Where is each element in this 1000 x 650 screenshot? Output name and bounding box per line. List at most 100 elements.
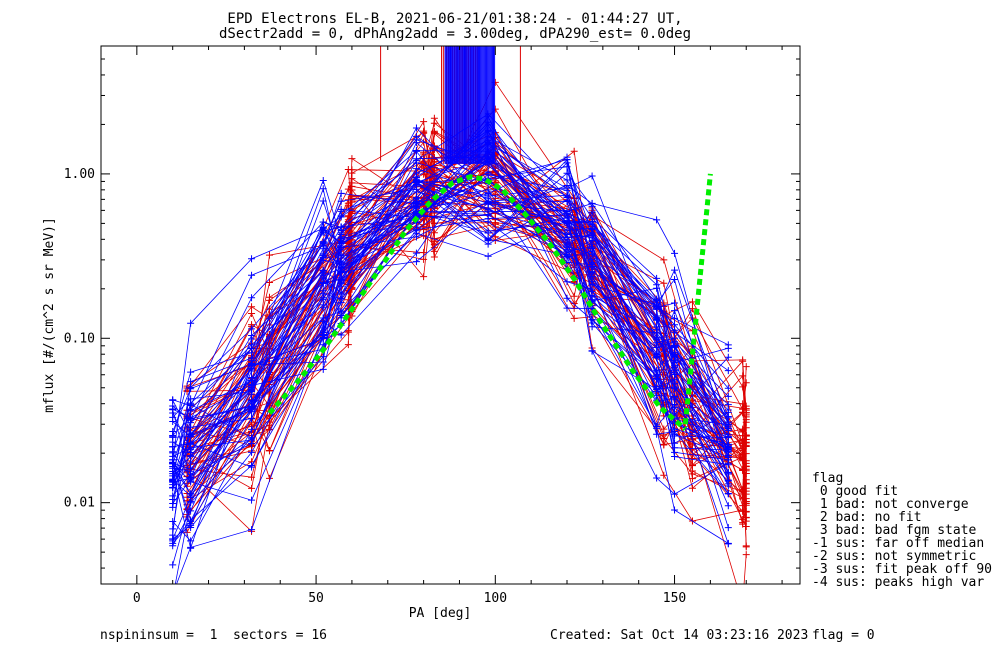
blue-series-point [588,347,596,355]
axes: 0 50 100 150 0.01 0.10 1.00 [64,45,801,606]
blue-series-point [412,258,420,266]
blue-series-point [248,496,256,504]
blue-series-point [724,367,732,375]
red-series-point [739,507,747,515]
blue-series-point [671,393,679,401]
legend-entry: 2 bad: no fit [812,510,922,525]
blue-series-point [484,229,492,237]
blue-series-point [671,276,679,284]
blue-series [169,118,732,488]
blue-series-line [172,179,729,550]
blue-series-point [412,139,420,147]
blue-series-point [653,351,661,359]
blue-series-point [653,422,661,430]
red-series-point [739,357,747,365]
blue-series-point [187,399,195,407]
red-series-point [742,409,750,417]
red-series-point [430,130,438,138]
blue-series-point [169,418,177,426]
blue-series-point [337,295,345,303]
blue-series-point [319,314,327,322]
red-series-point [248,309,256,317]
blue-series-point [563,209,571,217]
blue-series-point [319,254,327,262]
red-series-point [660,434,668,442]
blue-series-point [248,385,256,393]
blue-series-point [412,227,420,235]
red-series-point [420,255,428,263]
blue-series [169,171,732,486]
blue-series-point [319,324,327,332]
blue-series-point [724,540,732,548]
blue-series-point [187,383,195,391]
blue-series [169,176,732,552]
red-series-point [570,300,578,308]
legend-entry: 1 bad: not converge [812,497,969,512]
y-tick-label: 0.01 [64,496,95,511]
blue-series-point [319,365,327,373]
footer-flag: flag = 0 [812,628,875,643]
blue-series-point [671,299,679,307]
blue-series-point [484,148,492,156]
red-series-point [742,522,750,530]
x-tick-label: 50 [308,591,324,606]
red-series-point [344,166,352,174]
red-series-point [688,298,696,306]
blue-series-point [671,370,679,378]
red-series-point [742,484,750,492]
blue-series-point [337,197,345,205]
blue-series-point [187,492,195,500]
blue-series-point [319,287,327,295]
blue-series-point [671,314,679,322]
blue-series-point [169,591,176,598]
y-axis-label: mflux [#/(cm^2 s sr MeV)] [42,217,57,413]
red-series-point [739,427,747,435]
legend-entry: -1 sus: far off median [812,536,984,551]
red-series-point [344,327,352,335]
red-series-point [265,279,273,287]
red-series-point [742,441,750,449]
blue-series-point [248,463,256,471]
red-series-point [430,181,438,189]
blue-series-line [172,201,729,504]
y-tick-label: 1.00 [64,167,95,182]
blue-series-line [172,129,729,495]
data-layer [169,46,750,598]
blue-series-point [248,434,256,442]
blue-series-point [653,385,661,393]
blue-series-point [671,334,679,342]
blue-series-line [172,150,729,495]
blue-series-line [172,142,729,452]
red-series-point [344,341,352,349]
blue-series-point [724,442,732,450]
blue-series-point [671,490,679,498]
blue-series-point [169,478,177,486]
red-series-point [660,279,668,287]
blue-series-point [187,414,195,422]
blue-series-point [563,304,571,312]
blue-series-point [724,470,732,478]
red-series-point [742,551,750,559]
blue-series-point [588,292,596,300]
red-series-point [491,220,499,228]
blue-series-point [724,392,732,400]
blue-series-point [671,266,679,274]
blue-series-line [172,121,729,485]
red-series-point [660,256,668,264]
x-tick-label: 0 [133,591,141,606]
blue-series-point [248,325,256,333]
blue-series-point [724,502,732,510]
red-series-point [742,379,750,387]
red-series-point [420,273,428,281]
blue-series-point [671,453,679,461]
y-tick-label: 0.10 [64,331,95,346]
blue-series-line [172,148,729,529]
blue-series-point [412,185,420,193]
blue-series-point [248,415,256,423]
blue-series-point [248,345,256,353]
blue-series-point [337,275,345,283]
blue-series-point [724,420,732,428]
blue-series-point [653,216,661,224]
fit-curve [267,174,687,432]
red-series-point [420,249,428,257]
